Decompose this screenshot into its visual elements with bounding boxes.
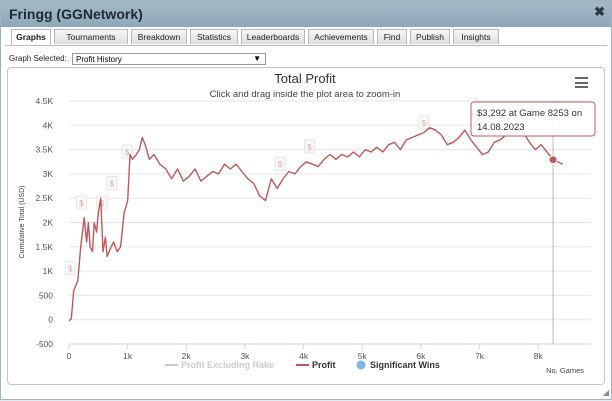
dollar-icon: $ (68, 265, 73, 274)
x-tick-label: 3k (240, 351, 250, 361)
win-flag (106, 176, 118, 191)
y-tick-label: 4.5K (36, 96, 54, 106)
dollar-icon: $ (79, 199, 84, 208)
dollar-icon: $ (422, 119, 427, 128)
significant-win-marker: $ (121, 144, 133, 159)
close-icon[interactable]: ✖ (594, 4, 605, 19)
tab-tournaments[interactable]: Tournaments (54, 29, 128, 44)
y-tick-label: -500 (36, 339, 53, 349)
legend-dot-icon (356, 360, 366, 370)
x-tick-label: 1k (123, 351, 133, 361)
graph-select-value: Profit History (76, 55, 122, 64)
y-tick-label: 0 (48, 315, 53, 325)
legend-item-profit-excluding-rake: Profit Excluding Rake (165, 360, 274, 370)
legend-label: Profit Excluding Rake (181, 360, 274, 370)
window-title: Fringg (GGNetwork) (9, 6, 143, 22)
tab-leaderboards[interactable]: Leaderboards (241, 29, 305, 44)
dollar-icon: $ (110, 180, 115, 189)
hover-point (548, 155, 558, 165)
y-tick-label: 4K (43, 120, 54, 130)
y-tick-label: 3K (43, 169, 54, 179)
tab-insights[interactable]: Insights (453, 29, 499, 44)
title-bar: Fringg (GGNetwork) ✖ (1, 1, 611, 27)
win-flag (75, 195, 87, 210)
win-flag (418, 115, 430, 130)
tab-publish[interactable]: Publish (410, 29, 450, 44)
chart-subtitle: Click and drag inside the plot area to z… (210, 89, 401, 100)
x-tick-label: 8k (534, 351, 544, 361)
legend-label: Significant Wins (370, 360, 440, 370)
tooltip-line-2: 14.08.2023 (477, 122, 525, 133)
tab-divider (5, 45, 607, 46)
win-flag (64, 261, 76, 276)
significant-win-marker: $ (106, 176, 118, 191)
legend-item-significant-wins: Significant Wins (356, 360, 440, 370)
chart-title: Total Profit (274, 71, 336, 86)
x-axis-label: No. Games (546, 366, 584, 375)
tab-achievements[interactable]: Achievements (308, 29, 374, 44)
tooltip-line-1: $3,292 at Game 8253 on (477, 108, 582, 119)
x-tick-label: 4k (299, 351, 309, 361)
significant-win-marker: $ (303, 139, 315, 154)
y-tick-label: 500 (39, 290, 53, 300)
x-tick-label: 5k (358, 351, 368, 361)
chevron-down-icon: ▼ (253, 54, 261, 63)
legend-item-profit: Profit (296, 360, 336, 370)
x-tick-label: 7k (475, 351, 485, 361)
significant-win-marker: $ (418, 115, 430, 130)
tab-statistics[interactable]: Statistics (190, 29, 238, 44)
significant-win-marker: $ (96, 195, 108, 210)
resize-grip-icon[interactable]: ◢ (602, 388, 609, 397)
win-flag (303, 139, 315, 154)
win-flag (274, 156, 286, 171)
y-tick-label: 2K (43, 218, 54, 228)
significant-win-marker: $ (75, 195, 87, 210)
x-tick-label: 0 (67, 351, 72, 361)
graph-selected-label: Graph Selected: (9, 54, 67, 63)
y-tick-label: 3.5K (36, 145, 54, 155)
y-tick-label: 2.5K (36, 193, 54, 203)
dollar-icon: $ (278, 160, 283, 169)
dollar-icon: $ (100, 199, 105, 208)
dollar-icon: $ (125, 148, 130, 157)
dollar-icon: $ (307, 143, 312, 152)
tab-breakdown[interactable]: Breakdown (131, 29, 187, 44)
y-axis-label: Cumulative Total (USD) (19, 185, 26, 258)
tooltip-box (470, 101, 596, 137)
x-tick-label: 6k (416, 351, 426, 361)
hamburger-menu-icon[interactable] (575, 77, 588, 88)
graph-select[interactable]: Profit History ▼ (72, 53, 266, 65)
win-flag (121, 144, 133, 159)
y-tick-label: 1K (43, 266, 54, 276)
x-tick-label: 2k (182, 351, 192, 361)
significant-win-marker: $ (274, 156, 286, 171)
significant-win-marker: $ (64, 261, 76, 276)
legend-label: Profit (312, 360, 336, 370)
tab-find[interactable]: Find (377, 29, 407, 44)
y-tick-label: 1.5K (36, 242, 54, 252)
tab-graphs[interactable]: Graphs (11, 29, 51, 46)
profit-series-line (68, 127, 564, 322)
